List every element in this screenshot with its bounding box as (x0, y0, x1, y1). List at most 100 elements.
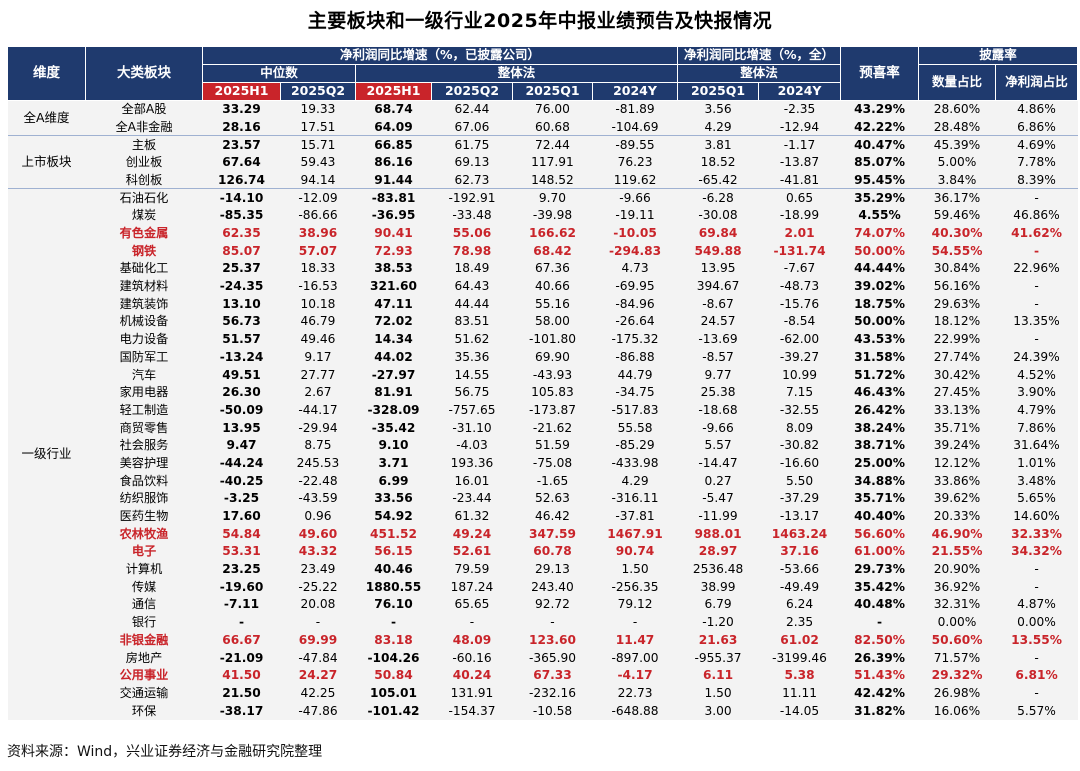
cell-value: 6.99 (355, 471, 432, 490)
group-label: 上市板块 (7, 135, 86, 189)
cell-value: 46.42 (512, 507, 593, 525)
cell-value: -955.37 (677, 648, 759, 667)
cell-value: 7.78% (995, 153, 1078, 172)
cell-value: 35.36 (431, 348, 513, 366)
header-col-all-2024y: 2024Y (758, 82, 842, 101)
row-name: 全A非金融 (85, 118, 203, 136)
cell-value: 1.01% (995, 454, 1078, 472)
cell-value: 72.44 (512, 135, 593, 154)
cell-value: -7.67 (758, 259, 841, 278)
cell-value: -13.17 (758, 507, 841, 525)
cell-value: -18.68 (677, 401, 759, 419)
cell-value: 35.71% (840, 489, 919, 508)
cell-value: -36.95 (355, 206, 432, 225)
cell-value: -43.93 (512, 365, 593, 384)
cell-value: 95.45% (840, 171, 919, 189)
cell-value: 117.91 (512, 153, 593, 172)
row-name: 煤炭 (85, 206, 203, 225)
cell-value: 18.75% (840, 295, 919, 313)
cell-value: 9.17 (280, 348, 356, 366)
row-name: 医药生物 (85, 507, 203, 525)
cell-value: 28.60% (918, 100, 996, 119)
cell-value: - (840, 613, 919, 632)
cell-value: 13.10 (202, 295, 281, 313)
cell-value: 37.16 (758, 542, 841, 561)
cell-value: 56.15 (355, 542, 432, 561)
cell-value: 42.25 (280, 684, 356, 702)
cell-value: -47.86 (280, 701, 356, 720)
cell-value: 50.00% (840, 242, 919, 260)
cell-value: 13.95 (202, 418, 281, 437)
cell-value: 91.44 (355, 171, 432, 189)
cell-value: 38.96 (280, 224, 356, 242)
table-row: 一级行业 石油石化 -14.10 -12.09 -83.81 -192.91 9.70 -9.… (7, 188, 1078, 720)
cell-value: -154.37 (431, 701, 513, 720)
cell-value: 31.82% (840, 701, 919, 720)
row-name: 钢铁 (85, 242, 203, 260)
cell-value: 0.00% (918, 613, 996, 632)
cell-value: 59.43 (280, 153, 356, 172)
cell-value: - (995, 295, 1078, 313)
cell-value: 44.02 (355, 348, 432, 366)
cell-value: 4.69% (995, 135, 1078, 154)
cell-value: -26.64 (592, 312, 678, 331)
row-name: 农林牧渔 (85, 525, 203, 543)
row-name: 房地产 (85, 648, 203, 667)
cell-value: 38.71% (840, 436, 919, 455)
row-name: 纺织服饰 (85, 489, 203, 508)
cell-value: 49.51 (202, 365, 281, 384)
cell-value: 6.81% (995, 666, 1078, 685)
table-row: 创业板 67.64 59.43 86.16 69.13 117.91 76.23 18.52-… (8, 153, 1078, 172)
table-row: 钢铁 85.07 57.07 72.93 78.98 68.42 -294.83 549.88… (8, 242, 1078, 260)
cell-value: 3.84% (918, 171, 996, 189)
cell-value: 187.24 (431, 578, 513, 596)
cell-value: 26.98% (918, 684, 996, 702)
cell-value: -85.29 (592, 436, 678, 455)
cell-value: 90.74 (592, 542, 678, 561)
cell-value: 52.61 (431, 542, 513, 561)
cell-value: 1463.24 (758, 525, 841, 543)
cell-value: 46.90% (918, 525, 996, 543)
cell-value: 67.06 (431, 118, 513, 136)
cell-value: 10.99 (758, 365, 841, 384)
cell-value: -27.97 (355, 365, 432, 384)
table-row: 社会服务 9.47 8.75 9.10 -4.03 51.59 -85.29 5.57 -30.… (8, 436, 1078, 455)
row-name: 电子 (85, 542, 203, 561)
cell-value: 29.63% (918, 295, 996, 313)
cell-value: 67.64 (202, 153, 281, 172)
cell-value: 51.57 (202, 330, 281, 349)
cell-value: 83.18 (355, 631, 432, 649)
table-row: 非银金融 66.67 69.99 83.18 48.09 123.60 11.47 21.63… (8, 631, 1078, 649)
cell-value: -256.35 (592, 578, 678, 596)
cell-value: 36.17% (918, 188, 996, 207)
cell-value: 41.62% (995, 224, 1078, 242)
cell-value: 68.42 (512, 242, 593, 260)
cell-value: 1880.55 (355, 578, 432, 596)
cell-value: 61.02 (758, 631, 841, 649)
cell-value: 39.24% (918, 436, 996, 455)
cell-value: 6.86% (995, 118, 1078, 136)
row-name: 全部A股 (85, 100, 203, 119)
cell-value: - (995, 578, 1078, 596)
cell-value: 5.38 (758, 666, 841, 685)
cell-value: -69.95 (592, 277, 678, 296)
cell-value: -29.94 (280, 418, 356, 437)
cell-value: 62.73 (431, 171, 513, 189)
cell-value: 72.93 (355, 242, 432, 260)
cell-value: 9.10 (355, 436, 432, 455)
cell-value: 35.71% (918, 418, 996, 437)
table-row: 汽车 49.51 27.77 -27.97 14.55 -43.93 44.79 9.77 10… (8, 365, 1078, 384)
cell-value: 42.42% (840, 684, 919, 702)
cell-value: 31.64% (995, 436, 1078, 455)
cell-value: 46.86% (995, 206, 1078, 225)
cell-value: 18.12% (918, 312, 996, 331)
cell-value: 3.81 (677, 135, 759, 154)
cell-value: 40.40% (840, 507, 919, 525)
cell-value: -104.69 (592, 118, 678, 136)
cell-value: - (355, 613, 432, 632)
cell-value: 20.33% (918, 507, 996, 525)
cell-value: 451.52 (355, 525, 432, 543)
table-row: 国防军工 -13.24 9.17 44.02 35.36 69.90 -86.88 -8.57… (8, 348, 1078, 366)
cell-value: -3.25 (202, 489, 281, 508)
cell-value: -16.53 (280, 277, 356, 296)
